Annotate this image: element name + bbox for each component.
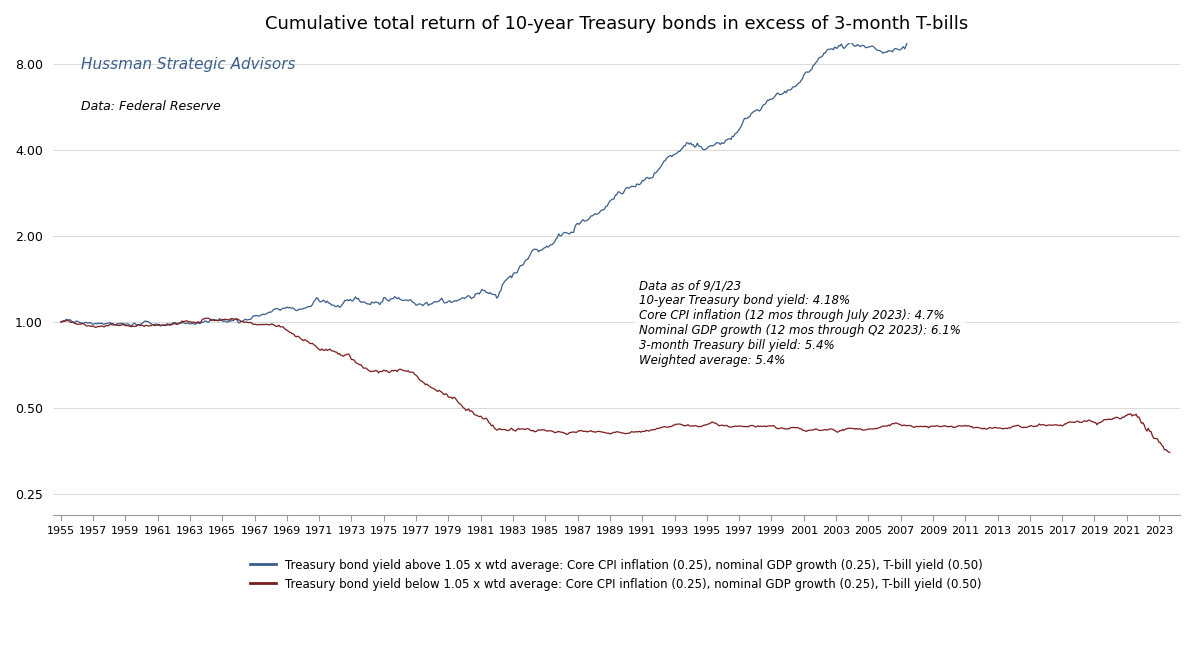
Title: Cumulative total return of 10-year Treasury bonds in excess of 3-month T-bills: Cumulative total return of 10-year Treas… <box>265 15 968 33</box>
Text: Data as of 9/1/23
10-year Treasury bond yield: 4.18%
Core CPI inflation (12 mos : Data as of 9/1/23 10-year Treasury bond … <box>639 279 961 367</box>
Legend: Treasury bond yield above 1.05 x wtd average: Core CPI inflation (0.25), nominal: Treasury bond yield above 1.05 x wtd ave… <box>245 554 987 595</box>
Text: Data: Federal Reserve: Data: Federal Reserve <box>81 99 221 113</box>
Text: Hussman Strategic Advisors: Hussman Strategic Advisors <box>81 57 295 72</box>
